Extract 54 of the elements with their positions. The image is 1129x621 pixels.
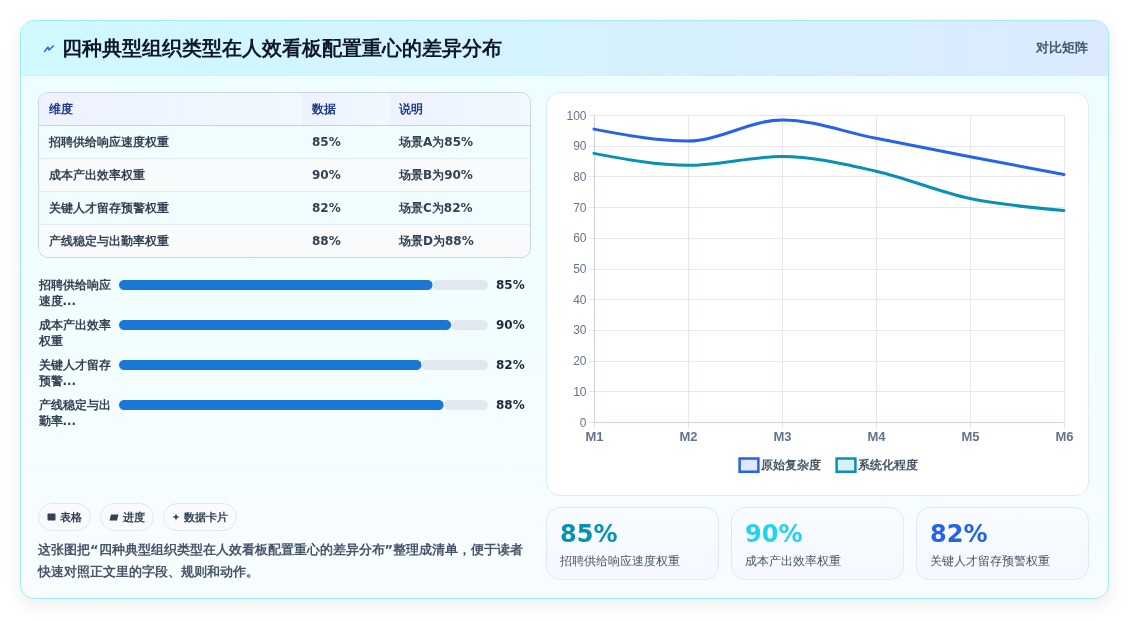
y-tick-label: 产线稳定与出勤率... bbox=[37, 398, 111, 428]
text: 场景C为82% bbox=[389, 192, 530, 225]
text: 场景A为85% bbox=[389, 126, 530, 159]
x-tick-label: M3 bbox=[773, 428, 792, 444]
text: 场景B为90% bbox=[389, 159, 530, 192]
category-label: 成本产出效率权重 bbox=[745, 553, 841, 569]
text: 这张图把“四种典型组织类型在人效看板配置重心的差异分布”整理成清单，便于读者快速对照正文里的字段、规则和动作。 bbox=[38, 541, 525, 581]
y-tick-label: 20 bbox=[573, 354, 587, 369]
x-tick-label: M4 bbox=[867, 428, 887, 444]
tag-chip: 数据卡片 bbox=[163, 503, 237, 531]
text: 85% bbox=[312, 135, 341, 149]
text: 90% bbox=[312, 168, 341, 182]
text: 82% bbox=[312, 201, 341, 215]
text: 85% bbox=[560, 520, 618, 548]
text: 82% bbox=[930, 520, 988, 548]
data-label: 90% bbox=[496, 318, 525, 332]
category-label: 关键人才留存预警权重 bbox=[930, 553, 1050, 569]
category-label: 招聘供给响应速度权重 bbox=[39, 126, 302, 159]
text: 维度 bbox=[39, 93, 302, 126]
legend-label: 系统化程度 bbox=[857, 458, 918, 473]
data-label: 88% bbox=[496, 398, 525, 412]
y-tick-label: 关键人才留存预警... bbox=[37, 358, 111, 388]
data-label: 85% bbox=[496, 278, 525, 292]
data-label: 82% bbox=[496, 358, 525, 372]
category-label: 产线稳定与出勤率权重 bbox=[39, 225, 302, 257]
x-tick-label: M5 bbox=[961, 428, 980, 444]
y-tick-label: 80 bbox=[573, 169, 587, 184]
y-tick-label: 30 bbox=[573, 323, 587, 338]
y-tick-label: 70 bbox=[573, 200, 587, 215]
y-tick-label: 0 bbox=[579, 415, 587, 430]
text: 88% bbox=[312, 234, 341, 248]
category-label: 关键人才留存预警权重 bbox=[39, 192, 302, 225]
tag-chip: 进度 bbox=[100, 503, 154, 531]
text: 90% bbox=[745, 520, 803, 548]
y-tick-label: 90 bbox=[573, 139, 587, 154]
text: 场景D为88% bbox=[389, 225, 530, 257]
x-tick-label: M6 bbox=[1055, 428, 1074, 444]
text: 数据 bbox=[302, 93, 389, 126]
text: 说明 bbox=[389, 93, 530, 126]
x-tick-label: M1 bbox=[585, 428, 604, 444]
category-label: 招聘供给响应速度权重 bbox=[560, 553, 680, 569]
y-tick-label: 50 bbox=[573, 262, 587, 276]
y-tick-label: 40 bbox=[573, 292, 587, 307]
y-tick-label: 成本产出效率权重 bbox=[37, 318, 111, 348]
y-tick-label: 招聘供给响应速度... bbox=[37, 278, 111, 308]
y-tick-label: 100 bbox=[566, 108, 587, 123]
y-tick-label: 60 bbox=[573, 231, 587, 246]
tag-chip: 表格 bbox=[38, 503, 91, 531]
legend-label: 原始复杂度 bbox=[760, 458, 821, 473]
line-series bbox=[592, 151, 1066, 212]
x-tick-label: M2 bbox=[679, 428, 698, 444]
y-tick-label: 10 bbox=[573, 384, 587, 399]
text: 四种典型组织类型在人效看板配置重心的差异分布 bbox=[62, 36, 502, 60]
text: 对比矩阵 bbox=[1036, 39, 1088, 57]
